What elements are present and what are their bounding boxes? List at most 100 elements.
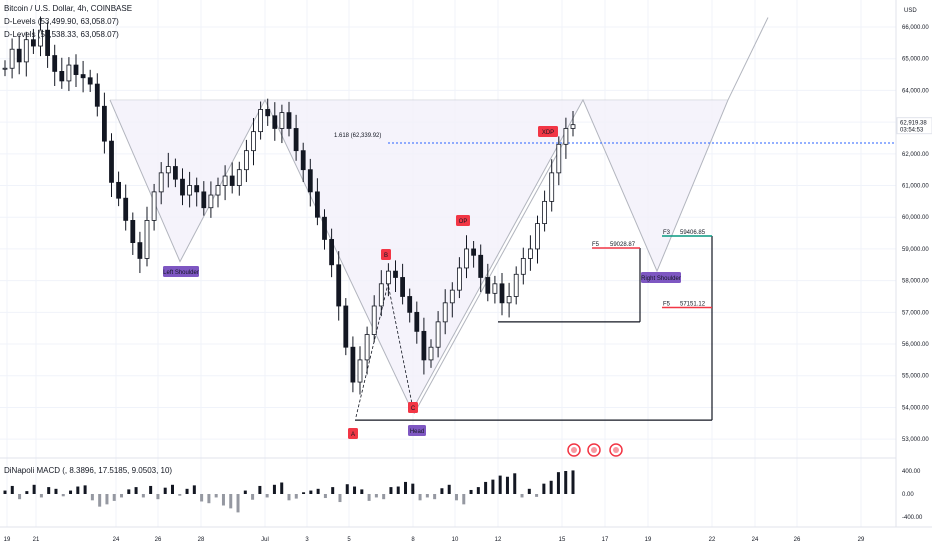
candle-up [378,283,384,307]
candle-up [208,194,214,209]
macd-bar [185,488,189,494]
macd-bar [433,494,437,500]
macd-bar [447,484,451,494]
price-tick-label: 55,000.00 [902,374,929,380]
f5-upper-value: 59028.87 [610,242,636,248]
macd-bar [302,492,306,494]
macd-bar [571,470,575,494]
macd-tick-label: 400.00 [902,469,921,475]
time-tick-label: 17 [602,537,609,543]
macd-bar [462,494,466,505]
macd-bar [69,490,73,494]
macd-bar [229,494,233,509]
macd-bar [542,483,546,494]
label-xdp: XDP [542,130,554,136]
macd-bar [556,472,560,494]
candle-up [506,296,512,304]
time-tick-label: 24 [752,537,759,543]
price-tick-label: 60,000.00 [902,215,929,221]
candle-up [535,223,540,250]
f5-lower-tag: F5 [663,302,671,308]
candle-down [314,191,320,218]
candle-up [464,248,469,269]
macd-bar [316,488,320,494]
candle-up [456,267,462,291]
time-tick-label: 26 [794,537,801,543]
candle-up [542,200,547,224]
macd-bar [76,486,80,494]
macd-bar [32,484,36,494]
macd-bar [280,482,284,494]
macd-bar [178,494,182,496]
dlevels-legend-2[interactable]: D-Levels (53,538.33, 63,058.07) [4,30,119,39]
macd-bar [345,484,349,494]
macd-bar [331,487,335,494]
candle-down [52,55,58,72]
candle-up [251,131,256,152]
macd-bar [3,490,7,494]
candle-up [187,185,193,196]
macd-bar [505,476,509,494]
candle-down [94,83,100,107]
time-tick-label: 8 [411,537,415,543]
candle-down [130,220,136,243]
candle-up [215,185,221,196]
time-tick-label: 24 [113,537,120,543]
price-tick-label: 64,000.00 [902,88,929,94]
macd-bar [170,484,174,494]
event-icon-inner [613,447,619,453]
symbol-title[interactable]: Bitcoin / U.S. Dollar, 4h, COINBASE [4,4,133,13]
candle-up [435,321,441,348]
label-right-shoulder-box [641,272,681,283]
label-op: OP [459,219,468,225]
time-tick-label: 29 [858,537,865,543]
candle-down [137,242,143,259]
candle-down [407,296,413,313]
candle-up [385,270,391,285]
macd-bar [309,490,313,494]
label-a-box [348,428,358,439]
candle-down [307,169,313,193]
candle-up [371,305,377,335]
candle-down [45,29,50,56]
candle-up [520,258,526,275]
candle-up [556,143,562,174]
event-icon-inner [571,447,577,453]
candle-down [194,185,200,193]
macd-bar [323,494,327,499]
time-tick-label: Jul [261,537,269,543]
annotations: F5 59028.87 F3 59406.85 F5 57151.12 1.618 (62,… [163,126,713,457]
candle-down [87,77,93,85]
candle-up [442,302,448,323]
fib-1618-label: 1.618 (62,339.92) [334,133,381,139]
candle-down [172,166,178,180]
time-tick-label: 21 [33,537,40,543]
macd-bar [83,485,87,494]
label-b-box [381,249,391,260]
candle-down [73,64,79,75]
candle-up [258,109,264,133]
candle-down [80,74,86,79]
macd-legend[interactable]: DiNapoli MACD (, 8.3896, 17.5185, 9.0503… [4,466,173,475]
candle-up [243,150,249,171]
price-tick-label: 53,000.00 [902,437,929,443]
time-tick-label: 26 [155,537,162,543]
macd-bar [251,494,255,500]
price-tick-label: 62,000.00 [902,152,929,158]
time-tick-label: 10 [452,537,459,543]
candle-down [471,248,477,256]
time-tick-label: 28 [198,537,205,543]
label-head: Head [410,429,424,435]
macd-bar [156,494,160,500]
event-icon-inner [591,447,597,453]
dlevels-legend-1[interactable]: D-Levels (53,499.90, 63,058.07) [4,17,119,26]
extension-line [727,17,769,101]
candle-down [272,115,278,129]
macd-bar [454,494,458,501]
price-tick-label: 59,000.00 [902,247,929,253]
macd-bar [520,494,524,498]
candle-up [492,283,498,294]
candle-up [66,64,72,82]
macd-bar [54,488,58,494]
